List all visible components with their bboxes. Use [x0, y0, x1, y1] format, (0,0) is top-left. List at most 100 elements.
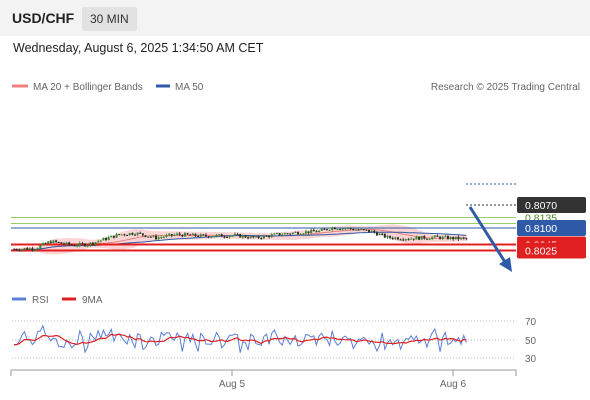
rsi-legend-label: RSI — [32, 295, 49, 306]
candle — [383, 233, 386, 239]
candle — [170, 233, 173, 238]
candle — [310, 228, 313, 235]
price-level-0.8025: 0.8025 — [11, 242, 586, 259]
candle — [273, 232, 276, 235]
candle — [136, 232, 139, 237]
candle — [404, 238, 407, 242]
candle — [55, 239, 58, 244]
candle — [333, 226, 336, 230]
candle — [126, 234, 129, 236]
candle — [299, 232, 302, 236]
rsi-ma-legend-label: 9MA — [82, 295, 103, 306]
candle — [283, 232, 286, 235]
x-tick-aug5: Aug 5 — [219, 379, 246, 390]
candle — [70, 243, 73, 246]
main-legend: MA 20 + Bollinger Bands MA 50 Research ©… — [12, 82, 580, 93]
candle — [465, 237, 468, 241]
candle — [162, 235, 165, 239]
bollinger-bands — [14, 224, 467, 255]
candle — [223, 235, 226, 239]
candle — [41, 242, 44, 246]
candle — [68, 241, 71, 247]
candle — [84, 243, 87, 247]
candle — [297, 231, 300, 236]
candle — [312, 228, 315, 232]
candle — [147, 236, 150, 238]
candle — [402, 237, 405, 242]
candle — [347, 227, 350, 230]
candle — [431, 235, 434, 241]
candle — [315, 230, 318, 233]
timeframe-badge[interactable]: 30 MIN — [82, 7, 137, 31]
candle — [247, 235, 250, 240]
candle — [444, 234, 447, 238]
candle — [94, 241, 97, 247]
price-level-0.8115: 0.8115 — [11, 219, 556, 231]
candle — [396, 236, 399, 241]
candle — [112, 235, 115, 239]
candle — [62, 242, 65, 246]
candle — [128, 232, 131, 236]
candle — [20, 248, 23, 252]
candle — [373, 229, 376, 234]
candle — [210, 236, 213, 239]
candle — [49, 239, 52, 244]
candle — [141, 233, 144, 237]
candle — [368, 229, 371, 233]
candle — [73, 243, 76, 247]
candle — [257, 235, 260, 240]
forecast-arrow — [468, 206, 512, 272]
candle — [78, 241, 81, 248]
candle — [220, 233, 223, 237]
candle — [281, 232, 284, 237]
candle — [91, 242, 94, 246]
candle — [157, 235, 160, 241]
candle — [428, 238, 431, 240]
candle — [160, 235, 163, 239]
candle — [294, 231, 297, 234]
candle — [365, 229, 368, 231]
candle — [423, 234, 426, 240]
candle — [370, 230, 373, 233]
candle — [183, 231, 186, 237]
candle — [197, 234, 200, 238]
candle — [105, 236, 108, 242]
candle — [65, 241, 68, 245]
rsi-grid: 70 50 30 — [12, 317, 537, 365]
candle — [352, 227, 355, 231]
candle — [399, 238, 402, 241]
candle — [460, 237, 463, 240]
candle — [441, 235, 444, 241]
candle — [52, 239, 55, 244]
candle — [99, 240, 102, 243]
candle — [47, 240, 50, 245]
candle — [436, 234, 439, 237]
candle — [289, 233, 292, 235]
candle — [139, 231, 142, 234]
svg-text:0.8070: 0.8070 — [525, 200, 557, 212]
candle — [268, 235, 271, 239]
candle — [155, 234, 158, 241]
candle — [410, 237, 413, 240]
candle — [168, 232, 171, 237]
candle — [433, 235, 436, 239]
copyright-text: Research © 2025 Trading Central — [431, 82, 580, 93]
candle — [191, 232, 194, 236]
candle — [178, 232, 181, 237]
candle — [118, 234, 121, 236]
candle — [115, 232, 118, 238]
candle — [86, 244, 89, 248]
candle — [194, 233, 197, 238]
candle — [107, 235, 110, 241]
candle — [304, 229, 307, 236]
candle — [34, 248, 37, 252]
candle — [415, 235, 418, 240]
x-axis: Aug 5 Aug 6 — [10, 369, 517, 390]
candle — [199, 233, 202, 238]
candle — [120, 234, 123, 236]
legend-label-ma20: MA 20 + Bollinger Bands — [33, 82, 143, 93]
candle — [302, 233, 305, 235]
candle — [252, 235, 255, 239]
candle — [233, 232, 236, 237]
